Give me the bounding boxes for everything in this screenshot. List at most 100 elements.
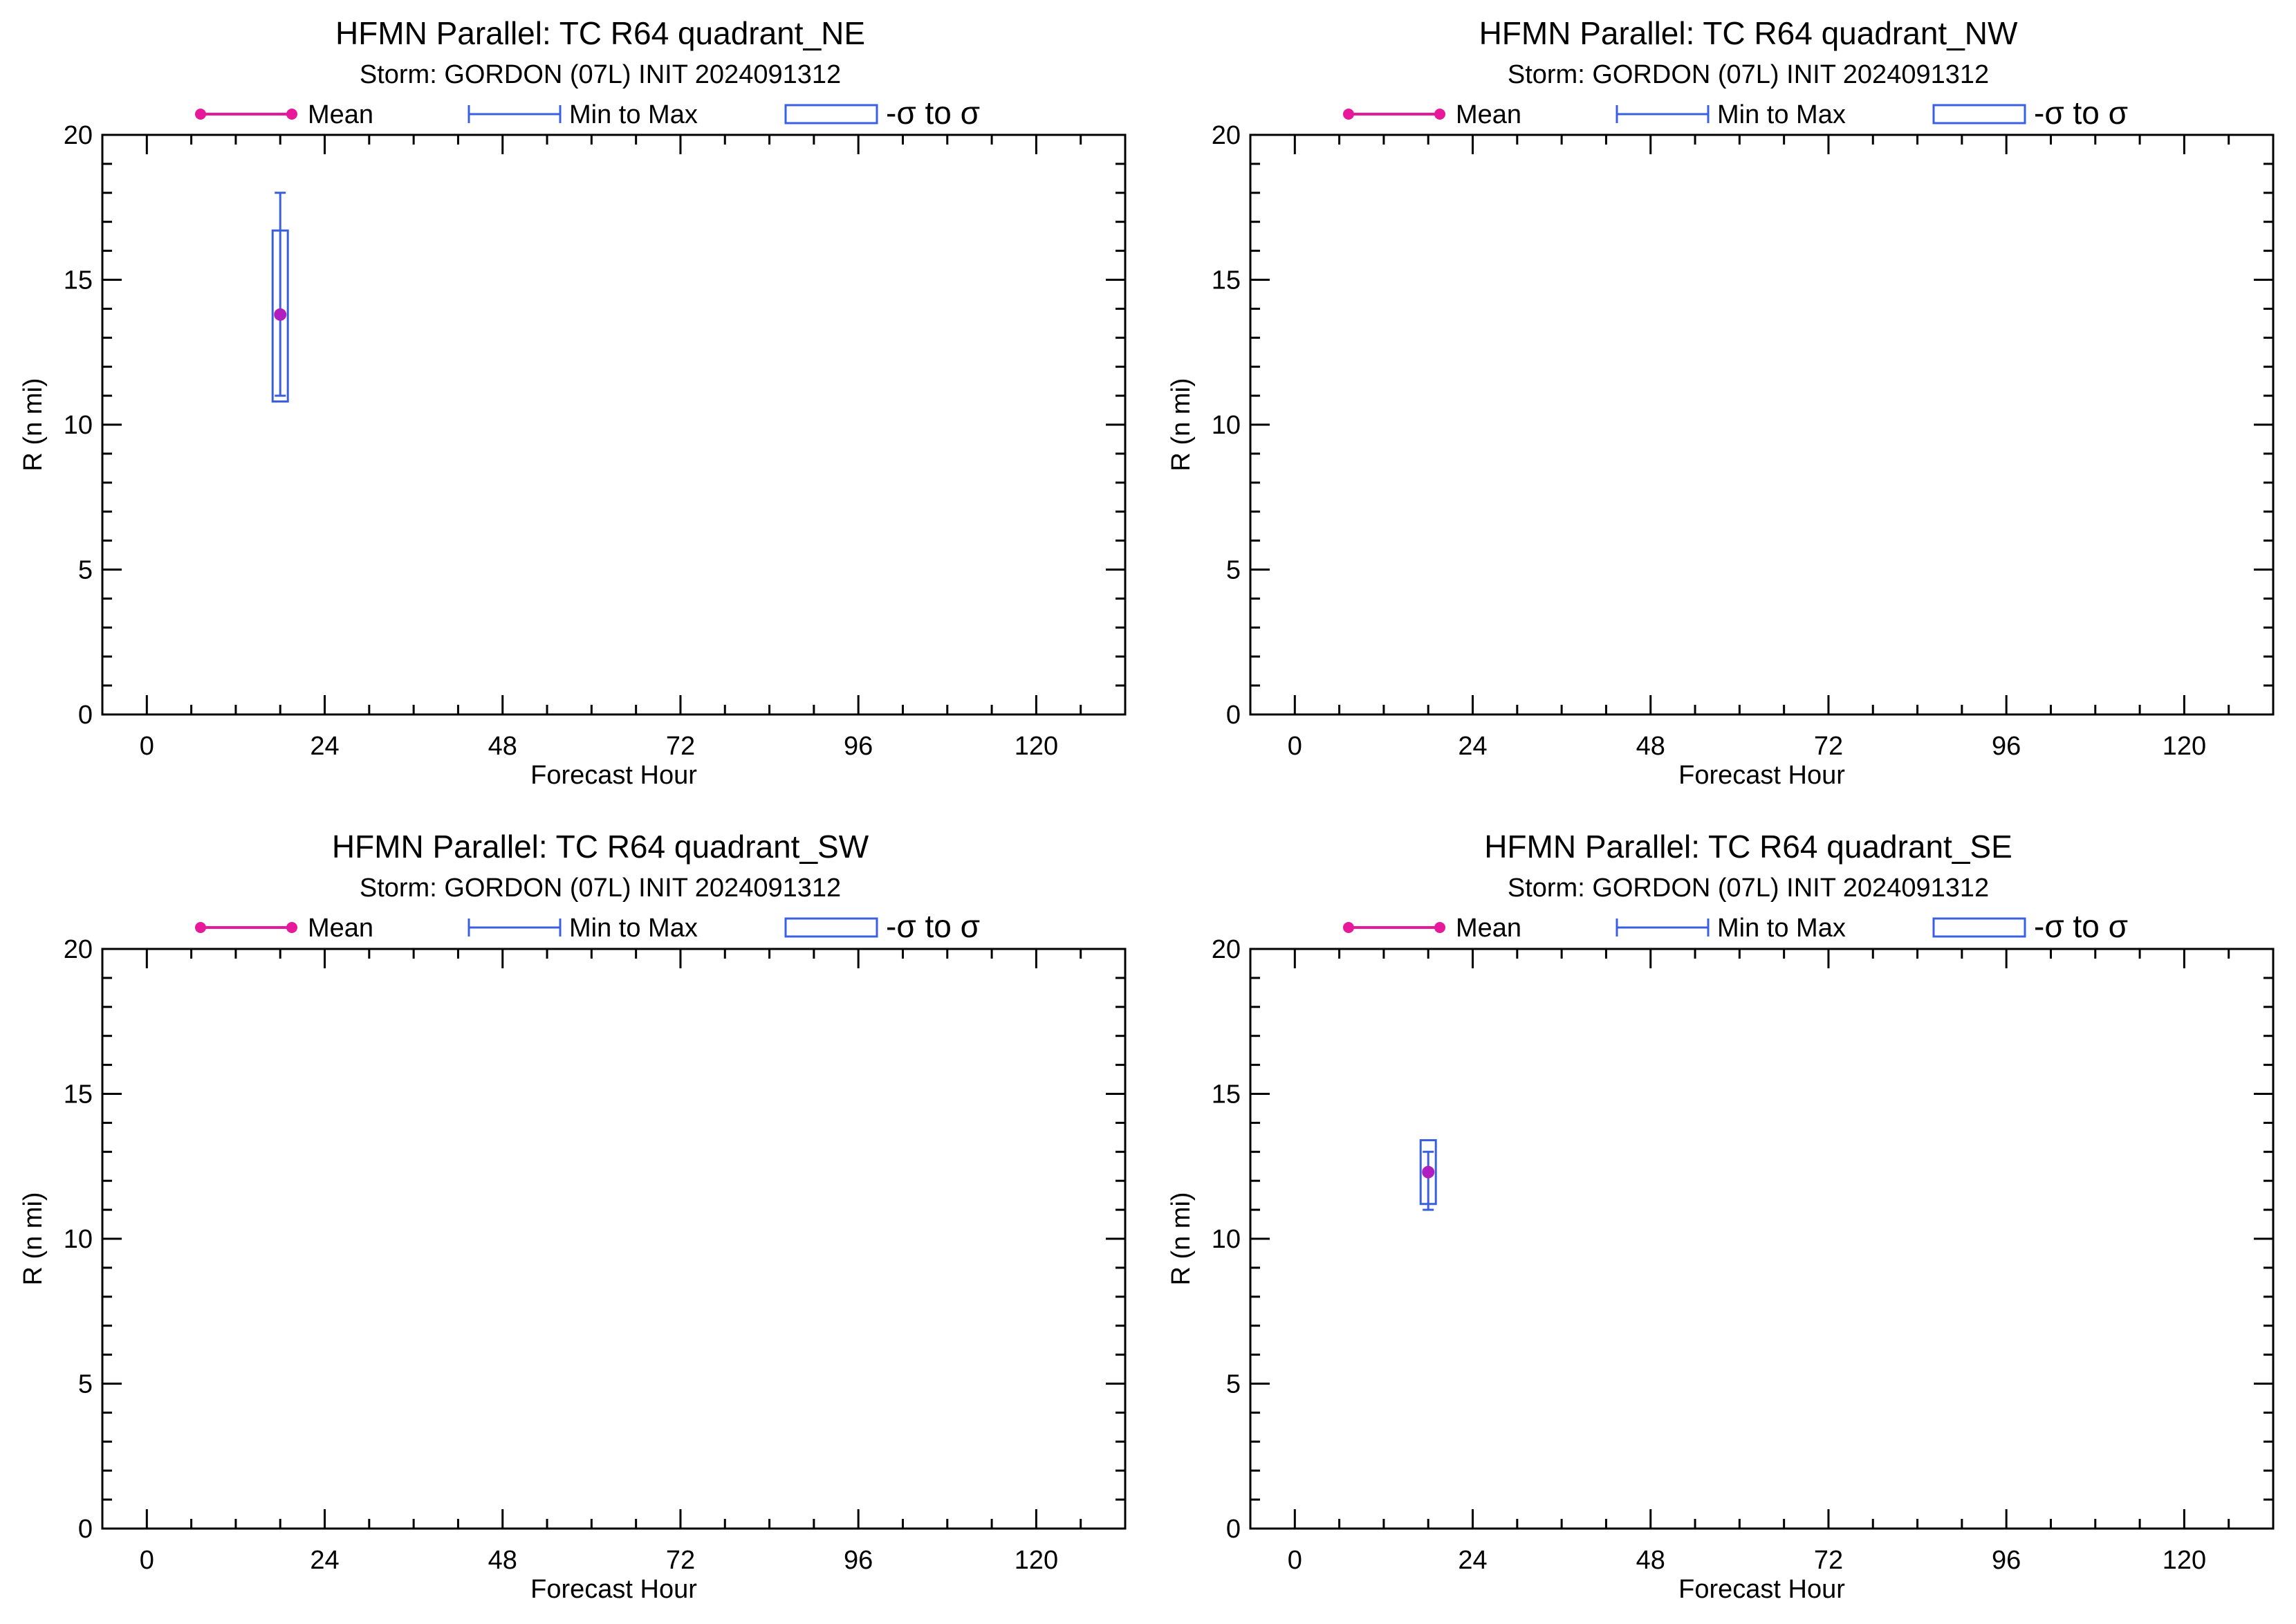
y-axis-label: R (n mi) [1167,378,1196,471]
y-axis-label: R (n mi) [19,1192,48,1285]
x-tick-label: 96 [844,1546,873,1575]
x-tick-label: 24 [310,732,339,761]
y-tick-label: 10 [1212,411,1241,440]
y-tick-label: 15 [64,266,93,295]
x-tick-label: 120 [2163,1546,2206,1575]
chart-subtitle: Storm: GORDON (07L) INIT 2024091312 [1508,874,1989,903]
chart-title: HFMN Parallel: TC R64 quadrant_SW [332,829,869,865]
legend-mean-label: Mean [1456,100,1521,129]
plot-frame [101,948,1127,1530]
y-tick-label: 10 [1212,1225,1241,1254]
y-tick-label: 10 [64,411,93,440]
legend-mean-marker [286,922,297,933]
legend-sigma-box [784,104,878,124]
chart-panel-2: HFMN Parallel: TC R64 quadrant_NW Storm: … [1167,15,2275,790]
y-tick-label: 10 [64,1225,93,1254]
x-tick-label: 0 [1288,1546,1302,1575]
y-tick-label: 20 [64,121,93,150]
x-axis-label: Forecast Hour [1678,761,1845,790]
x-tick-label: 120 [1015,1546,1058,1575]
legend-mean-marker [195,922,206,933]
plot-frame [1249,133,2275,716]
y-tick-label: 20 [1212,121,1241,150]
x-axis-label: Forecast Hour [530,1575,697,1604]
x-tick-label: 0 [140,1546,154,1575]
y-tick-label: 5 [78,556,93,585]
x-tick-label: 72 [1814,1546,1843,1575]
legend-range-label: Min to Max [1717,100,1846,129]
x-axis-label: Forecast Hour [530,761,697,790]
legend-range-label: Min to Max [1717,914,1846,943]
plot-frame [101,133,1127,716]
legend-mean-marker [195,109,206,120]
x-tick-label: 48 [488,732,517,761]
chart-title: HFMN Parallel: TC R64 quadrant_SE [1484,829,2012,865]
x-tick-label: 0 [140,732,154,761]
y-tick-label: 5 [1226,1370,1241,1399]
y-tick-label: 15 [1212,1080,1241,1109]
legend-mean-label: Mean [308,100,373,129]
y-tick-label: 0 [1226,701,1241,730]
legend-mean-label: Mean [1456,914,1521,943]
legend-mean-marker [1343,109,1354,120]
x-tick-label: 24 [1458,732,1487,761]
legend-sigma-label: -σ to σ [2034,908,2128,944]
x-tick-label: 72 [666,1546,695,1575]
chart-panel-4: HFMN Parallel: TC R64 quadrant_SE Storm: … [1167,829,2275,1604]
chart-legend: Mean Min to Max -σ to σ [1343,95,2128,131]
x-tick-label: 48 [1636,1546,1665,1575]
legend-sigma-box [784,917,878,938]
chart-legend: Mean Min to Max -σ to σ [195,95,980,131]
mean-marker [274,308,287,321]
y-axis-label: R (n mi) [19,378,48,471]
chart-title: HFMN Parallel: TC R64 quadrant_NW [1479,15,2018,51]
y-tick-label: 0 [78,1515,93,1544]
y-tick-label: 20 [1212,935,1241,964]
y-tick-label: 15 [1212,266,1241,295]
y-tick-label: 5 [1226,556,1241,585]
x-tick-label: 72 [666,732,695,761]
legend-sigma-label: -σ to σ [2034,95,2128,131]
chart-panel-1: HFMN Parallel: TC R64 quadrant_NE Storm: … [19,15,1127,790]
legend-sigma-box [1932,104,2026,124]
y-axis-label: R (n mi) [1167,1192,1196,1285]
chart-legend: Mean Min to Max -σ to σ [195,908,980,944]
y-tick-label: 15 [64,1080,93,1109]
mean-marker [1422,1165,1435,1179]
x-axis-label: Forecast Hour [1678,1575,1845,1604]
legend-mean-marker [1343,922,1354,933]
chart-subtitle: Storm: GORDON (07L) INIT 2024091312 [360,874,841,903]
data-point-forecast-hour-18 [271,192,289,403]
legend-range-label: Min to Max [569,914,698,943]
chart-legend: Mean Min to Max -σ to σ [1343,908,2128,944]
legend-sigma-label: -σ to σ [886,908,980,944]
chart-title: HFMN Parallel: TC R64 quadrant_NE [335,15,865,51]
x-tick-label: 72 [1814,732,1843,761]
legend-range-label: Min to Max [569,100,698,129]
x-tick-label: 96 [1992,1546,2021,1575]
data-point-forecast-hour-18 [1419,1139,1437,1211]
x-tick-label: 48 [488,1546,517,1575]
y-tick-label: 0 [1226,1515,1241,1544]
legend-mean-marker [1434,109,1445,120]
x-tick-label: 120 [2163,732,2206,761]
x-tick-label: 24 [310,1546,339,1575]
plot-frame [1249,948,2275,1530]
chart-subtitle: Storm: GORDON (07L) INIT 2024091312 [360,60,841,89]
chart-subtitle: Storm: GORDON (07L) INIT 2024091312 [1508,60,1989,89]
x-tick-label: 0 [1288,732,1302,761]
legend-sigma-label: -σ to σ [886,95,980,131]
legend-sigma-box [1932,917,2026,938]
y-tick-label: 5 [78,1370,93,1399]
x-tick-label: 120 [1015,732,1058,761]
y-tick-label: 20 [64,935,93,964]
x-tick-label: 96 [1992,732,2021,761]
chart-panel-3: HFMN Parallel: TC R64 quadrant_SW Storm: … [19,829,1127,1604]
x-tick-label: 96 [844,732,873,761]
x-tick-label: 24 [1458,1546,1487,1575]
y-tick-label: 0 [78,701,93,730]
x-tick-label: 48 [1636,732,1665,761]
legend-mean-marker [1434,922,1445,933]
legend-mean-marker [286,109,297,120]
